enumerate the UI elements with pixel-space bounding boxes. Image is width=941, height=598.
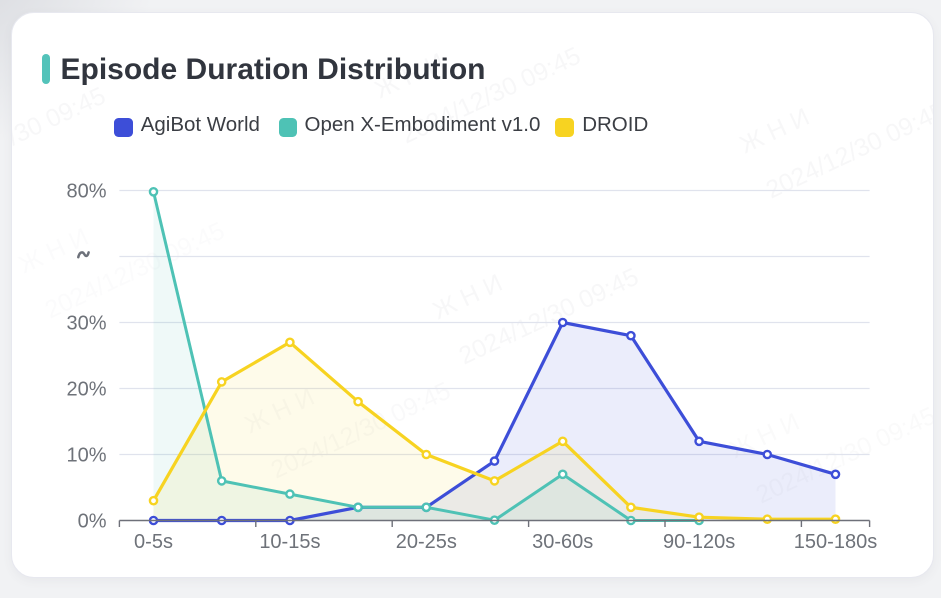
svg-text:20%: 20% [66,379,106,401]
svg-text:20-25s: 20-25s [396,531,457,553]
svg-text:0%: 0% [78,511,107,533]
svg-text:90-120s: 90-120s [663,531,735,553]
svg-text:150-180s: 150-180s [794,531,877,553]
svg-text:30-60s: 30-60s [532,531,593,553]
svg-text:30%: 30% [66,313,106,335]
svg-text:10-15s: 10-15s [259,531,320,553]
svg-text:80%: 80% [66,181,106,203]
svg-text:0-5s: 0-5s [134,531,173,553]
svg-text:10%: 10% [66,445,106,467]
